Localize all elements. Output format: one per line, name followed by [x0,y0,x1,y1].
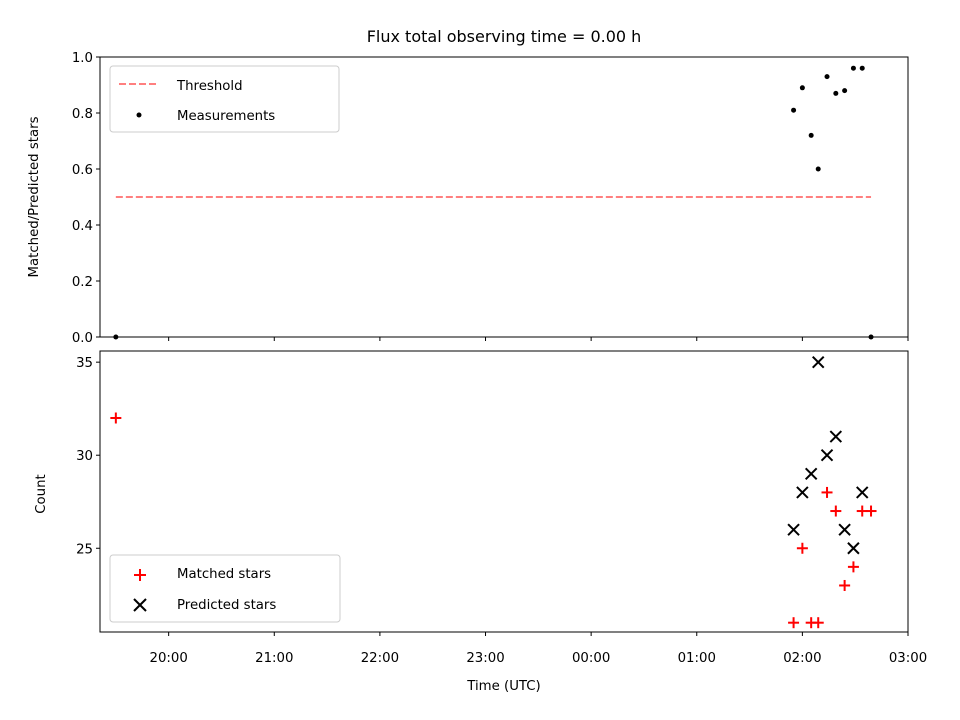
count-axes-frame [99,350,909,633]
matched-stars-legend-swatch [134,569,146,581]
y-tick-label: 1.0 [72,51,93,66]
y-tick-label: 0.2 [72,275,93,290]
count-y-axis-label: Count [34,474,49,514]
measurement-point [791,107,797,113]
chart-title: Flux total observing time = 0.00 h [367,27,642,46]
predicted-stars-legend-swatch [133,598,147,612]
predicted-star-marker [804,467,818,481]
predicted-star-marker [796,486,809,499]
matched-star-marker [788,617,800,629]
measurement-point [842,88,848,94]
matched-star-marker [796,542,808,554]
matched-star-marker [839,579,851,591]
legend-label-matched-stars: Matched stars [177,567,271,582]
measurements-legend-swatch [136,112,142,118]
measurement-point [833,90,839,96]
y-tick-label: 0.4 [72,219,93,234]
y-tick-label: 0.8 [72,107,93,122]
x-tick-label: 20:00 [149,651,187,666]
time-x-axis-label: Time (UTC) [466,679,541,694]
measurement-point [799,85,805,91]
predicted-star-marker [847,542,860,555]
x-tick-label: 21:00 [255,651,293,666]
measurement-point [859,65,865,71]
matched-star-marker [812,617,824,629]
predicted-star-marker [856,486,869,499]
ratio-x-axis-ticks [168,337,909,341]
y-tick-label: 35 [76,356,93,371]
predicted-star-marker [820,449,834,462]
ratio-panel: Flux total observing time = 0.00 h 0.00.… [27,27,909,346]
legend-label-measurements: Measurements [177,109,275,124]
matched-star-marker [821,486,833,498]
legend-box [109,65,340,133]
measurement-point [850,65,856,71]
ratio-y-axis: 0.0 0.2 0.4 0.6 0.8 1.0 [72,51,100,346]
ratio-legend: Threshold Measurements [109,65,340,133]
measurement-point [815,166,821,172]
matched-star-marker [110,412,122,424]
predicted-star-marker [812,355,825,369]
matched-star-marker [830,505,842,517]
y-tick-label: 25 [76,542,93,557]
x-tick-label: 02:00 [783,651,821,666]
x-tick-label: 23:00 [466,651,504,666]
predicted-star-marker [829,430,843,443]
x-tick-label: 01:00 [678,651,716,666]
count-panel: 25 30 35 20:00 21:00 22:00 23:00 00:00 01:00 02:… [34,350,927,694]
count-markers-layer [110,355,877,629]
count-legend: Matched stars Predicted stars [109,554,341,623]
y-tick-label: 30 [76,449,93,464]
x-tick-label: 22:00 [361,651,399,666]
ratio-axes-frame [99,56,909,338]
matched-star-marker [865,505,877,517]
legend-label-threshold: Threshold [176,79,243,94]
y-tick-label: 0.0 [72,331,93,346]
y-tick-label: 0.6 [72,163,93,178]
predicted-star-marker [838,523,851,536]
ratio-y-axis-label: Matched/Predicted stars [27,116,42,277]
x-tick-label: 03:00 [889,651,927,666]
measurement-point [808,132,814,138]
legend-label-predicted-stars: Predicted stars [177,598,276,613]
x-tick-label: 00:00 [572,651,610,666]
measurement-point [824,74,830,80]
count-y-axis: 25 30 35 [76,356,100,557]
predicted-star-marker [787,523,800,536]
time-x-axis: 20:00 21:00 22:00 23:00 00:00 01:00 02:00 03:00 [149,632,927,666]
matched-star-marker [847,561,859,573]
legend-box [109,554,341,623]
